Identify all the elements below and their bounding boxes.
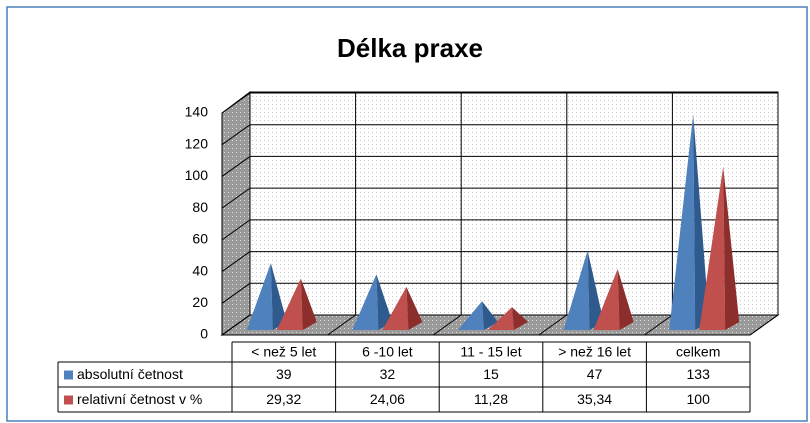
legend-swatch: [64, 395, 73, 405]
side-grid-line: [221, 92, 251, 114]
table-value: 100: [687, 391, 711, 407]
pyramid-side: [617, 268, 634, 330]
y-tick-label: 100: [185, 167, 209, 183]
x-tick-label: 6 -10 let: [362, 344, 413, 360]
pyramid-face: [276, 278, 303, 330]
pyramid: [563, 250, 604, 330]
table-value: 47: [587, 366, 603, 382]
pyramid-face: [488, 307, 514, 330]
pyramid: [699, 166, 740, 330]
pyramid-face: [563, 250, 590, 330]
pyramids: [246, 114, 740, 330]
pyramid: [488, 307, 528, 330]
y-tick-label: 20: [192, 294, 208, 310]
x-tick-label: < než 5 let: [251, 344, 316, 360]
pyramid-side: [406, 286, 423, 330]
pyramid: [276, 278, 317, 330]
legend-label: relativní četnost v %: [77, 391, 202, 407]
y-tick-label: 120: [185, 135, 209, 151]
pyramid-face: [352, 274, 379, 330]
y-tick-label: 60: [192, 231, 208, 247]
table-value: 24,06: [370, 391, 405, 407]
table-value: 15: [483, 366, 499, 382]
pyramid-face: [246, 263, 273, 330]
floor-divider: [538, 314, 568, 336]
pyramid: [669, 114, 710, 330]
x-tick-label: > než 16 let: [558, 344, 631, 360]
data-table: < než 5 let 6 -10 let 11 - 15 let > než 16 …: [57, 341, 751, 413]
table-value: 39: [276, 366, 292, 382]
y-tick-label: 40: [192, 262, 208, 278]
x-tick-label: celkem: [676, 344, 720, 360]
pyramid-face: [458, 301, 484, 330]
floor-divider: [221, 314, 251, 336]
side-wall: [221, 91, 251, 336]
legend-swatch: [64, 370, 73, 380]
chart-title: Délka praxe: [337, 33, 483, 63]
pyramid: [246, 263, 287, 330]
table-value: 29,32: [266, 391, 301, 407]
floor-divider: [749, 314, 779, 336]
pyramid: [382, 286, 423, 330]
legend-label: absolutní četnost: [77, 366, 183, 382]
table-value: 35,34: [577, 391, 612, 407]
side-grid-line: [221, 251, 251, 272]
pyramid-face: [593, 268, 620, 330]
side-grid-line: [221, 219, 251, 241]
pyramid-side: [587, 250, 604, 330]
pyramid: [458, 301, 498, 330]
side-grid-line: [221, 124, 251, 146]
pyramid-face: [699, 166, 726, 330]
table-value: 11,28: [474, 391, 508, 407]
pyramid: [352, 274, 393, 330]
pyramid-side: [300, 278, 317, 330]
floor-divider: [644, 314, 673, 336]
pyramid-side: [376, 274, 393, 330]
side-grid-line: [221, 156, 251, 177]
table-value: 133: [687, 366, 711, 382]
floor-divider: [432, 314, 462, 336]
y-tick-label: 80: [192, 199, 208, 215]
pyramid-side: [512, 307, 528, 330]
y-tick-label: 140: [185, 104, 209, 120]
pyramid-side: [270, 263, 287, 330]
pyramid-face: [669, 114, 696, 330]
y-tick-label: 0: [200, 326, 208, 342]
pyramid-face: [382, 286, 409, 330]
pyramid-side: [723, 166, 740, 330]
x-tick-label: 11 - 15 let: [460, 344, 521, 360]
pyramid-side: [693, 114, 710, 330]
pyramid: [593, 268, 634, 330]
floor-divider: [327, 314, 356, 336]
pyramid-side: [482, 301, 498, 330]
side-grid-line: [221, 282, 251, 304]
side-grid-line: [221, 187, 251, 209]
table-value: 32: [380, 366, 396, 382]
